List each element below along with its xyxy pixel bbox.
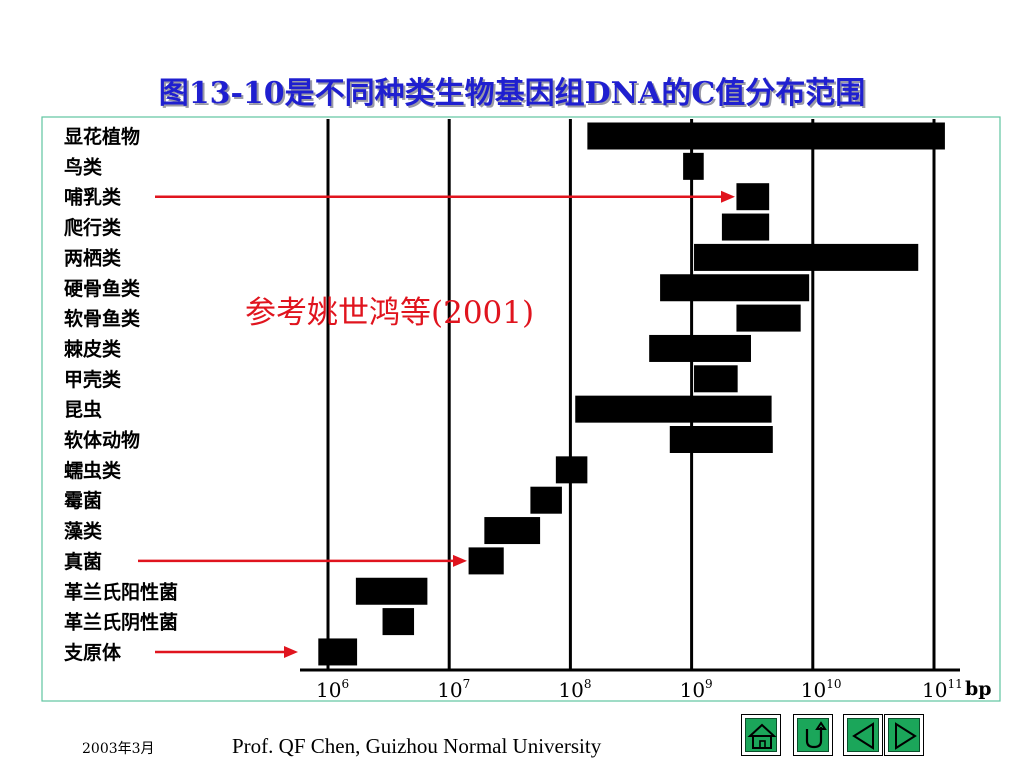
category-label: 霉菌	[64, 489, 102, 512]
annotation-arrows	[138, 190, 735, 658]
range-bar	[530, 486, 562, 514]
category-label: 鸟类	[64, 155, 102, 178]
range-bar	[355, 577, 428, 605]
category-label: 昆虫	[64, 398, 102, 421]
range-bar	[683, 152, 704, 180]
previous-icon	[852, 722, 874, 750]
category-label: 哺乳类	[64, 186, 121, 209]
category-label: 软骨鱼类	[64, 307, 140, 330]
category-label: 棘皮类	[64, 337, 121, 360]
range-bar	[660, 274, 810, 302]
category-label: 真菌	[64, 550, 102, 573]
category-label: 硬骨鱼类	[64, 277, 140, 300]
footer-date: 2003年3月	[82, 741, 155, 757]
return-icon	[805, 721, 827, 749]
range-bar	[721, 213, 770, 241]
footer-author: Prof. QF Chen, Guizhou Normal University	[232, 734, 602, 758]
slide-title: 图13-10是不同种类生物基因组DNA的C值分布范围	[158, 76, 866, 111]
category-label: 革兰氏阳性菌	[64, 580, 178, 603]
range-bar	[694, 243, 919, 271]
range-bar	[736, 183, 770, 211]
category-label: 两栖类	[64, 246, 121, 269]
range-bar	[318, 638, 358, 666]
range-bars	[318, 122, 945, 666]
range-bar	[555, 456, 588, 484]
category-label: 甲壳类	[64, 368, 121, 391]
x-tick-label: 108	[558, 677, 591, 702]
x-tick-label: 1010	[801, 677, 842, 702]
category-label: 软体动物	[64, 429, 140, 452]
category-label: 藻类	[64, 520, 102, 543]
range-bar	[694, 365, 738, 393]
x-tick-label: 109	[680, 677, 713, 702]
arrow-head	[284, 645, 298, 658]
next-button[interactable]	[884, 714, 924, 756]
category-label: 显花植物	[64, 125, 140, 148]
x-tick-label: 106	[316, 677, 349, 702]
citation-annotation: 参考姚世鸿等(2001)	[245, 295, 534, 331]
next-icon	[895, 722, 917, 750]
range-bar	[736, 304, 801, 332]
previous-button[interactable]	[843, 714, 883, 756]
x-tick-labels: 106 107 108 109 1010 1011	[316, 677, 963, 702]
category-label: 蠕虫类	[64, 459, 121, 482]
range-bar	[484, 517, 541, 545]
range-bar	[382, 608, 415, 636]
range-bar	[669, 426, 773, 453]
range-bar	[575, 395, 772, 423]
x-tick-label: 1011	[922, 677, 963, 702]
category-labels: 显花植物鸟类哺乳类爬行类两栖类硬骨鱼类软骨鱼类棘皮类甲壳类昆虫软体动物蠕虫类霉菌…	[63, 125, 178, 664]
range-bar	[587, 122, 945, 150]
category-label: 支原体	[63, 641, 122, 664]
arrow-head	[453, 554, 467, 567]
category-label: 革兰氏阴性菌	[64, 611, 178, 634]
x-unit-label: bp	[965, 678, 992, 700]
x-tick-label: 107	[437, 677, 470, 702]
chart-frame	[41, 116, 1001, 702]
return-button[interactable]	[793, 714, 833, 756]
home-button[interactable]	[741, 714, 781, 756]
home-icon	[747, 723, 777, 749]
category-label: 爬行类	[63, 216, 121, 239]
range-bar	[468, 547, 504, 575]
range-bar	[649, 334, 751, 362]
gridlines	[326, 119, 936, 670]
arrow-head	[721, 190, 735, 203]
